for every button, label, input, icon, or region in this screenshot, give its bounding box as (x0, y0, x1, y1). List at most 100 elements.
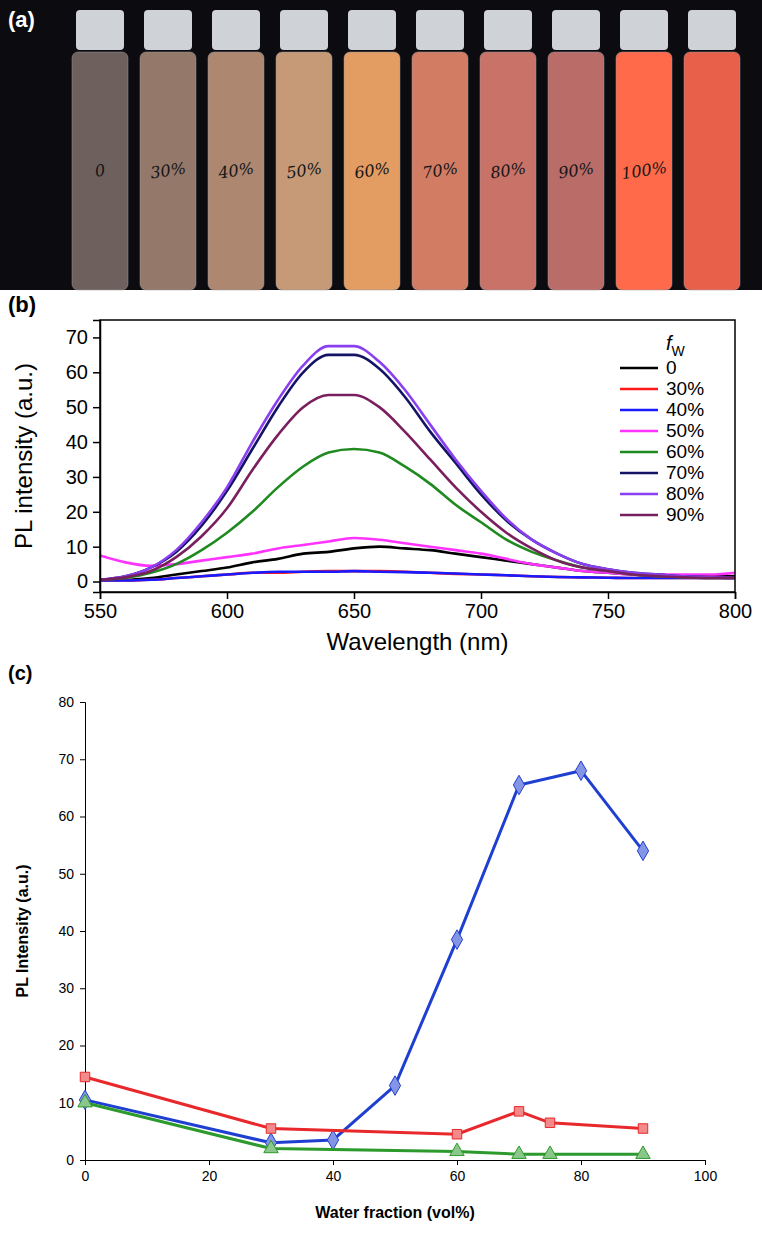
y-axis-tick-label: 80 (58, 694, 74, 710)
vial-label: 60% (353, 159, 391, 183)
data-point (264, 1140, 278, 1152)
x-axis-tick: 700 (465, 592, 498, 622)
vial (684, 10, 740, 290)
panel-label: (b) (8, 292, 36, 317)
data-point (638, 1124, 647, 1133)
y-axis-tick: 0 (66, 1152, 85, 1168)
series-line (85, 1103, 643, 1155)
x-axis-tick-mark (705, 1160, 706, 1165)
y-axis-tick-mark (93, 546, 100, 548)
y-axis-tick-mark (93, 512, 100, 514)
x-axis-tick: 0 (82, 1160, 90, 1184)
vial-body (72, 52, 128, 290)
vial-label: 40% (216, 159, 255, 183)
data-point (266, 1124, 275, 1133)
vial-body (208, 52, 264, 290)
y-axis-tick: 10 (66, 536, 100, 558)
legend-label: 90% (666, 504, 704, 525)
vial-label: 30% (149, 159, 187, 183)
vial-label: 0 (94, 160, 107, 180)
vial-cap (620, 10, 668, 50)
y-axis: 010203040506070 (66, 321, 101, 593)
x-axis-tick: 80 (574, 1160, 590, 1184)
x-axis-tick-label: 550 (84, 600, 117, 622)
y-axis-tick-label: 10 (58, 1095, 74, 1111)
vial-body (480, 52, 536, 290)
panel-c: 02040608010001020304050607080Water fract… (8, 662, 717, 1221)
y-axis-title: PL intensity (a.u.) (10, 363, 37, 549)
series-line (85, 771, 643, 1143)
x-axis-tick: 750 (592, 592, 625, 622)
x-axis-tick: 40 (326, 1160, 342, 1184)
x-axis-tick-label: 750 (592, 600, 625, 622)
vial: 60% (344, 10, 400, 290)
vial-label: 100% (620, 158, 668, 183)
vial: 50% (276, 10, 332, 290)
y-axis-tick-label: 70 (58, 751, 74, 767)
spectrum-line (100, 355, 735, 580)
data-point (78, 1094, 92, 1106)
y-axis-tick-mark (80, 702, 85, 703)
data-point (545, 1118, 554, 1127)
y-axis-tick-mark (80, 874, 85, 875)
legend-swatch (620, 514, 658, 517)
vial: 90% (548, 10, 604, 290)
y-axis-tick: 20 (58, 1037, 85, 1053)
legend-label: 30% (666, 378, 704, 399)
panel-label: (c) (8, 662, 32, 684)
data-point (636, 1146, 650, 1158)
y-axis-tick: 20 (66, 501, 100, 523)
spectrum-line (100, 346, 735, 580)
x-axis-tick-label: 700 (465, 600, 498, 622)
y-axis-tick-label: 40 (58, 923, 74, 939)
vial-label: 80% (489, 159, 527, 183)
y-axis-tick-label: 40 (66, 431, 88, 453)
x-axis-tick-label: 0 (82, 1168, 90, 1184)
data-point (575, 761, 586, 781)
y-axis-tick: 50 (66, 396, 100, 418)
legend: fW030%40%50%60%70%80%90% (620, 332, 704, 525)
vial-cap (688, 10, 736, 50)
legend-swatch (620, 493, 658, 496)
y-axis-tick-mark (93, 372, 100, 374)
y-axis-tick-label: 0 (77, 570, 88, 592)
y-axis-tick-mark (80, 1160, 85, 1161)
plot-area (78, 761, 650, 1158)
x-axis-tick: 60 (450, 1160, 466, 1184)
legend-swatch (620, 430, 658, 433)
y-axis-title: PL Intensity (a.u.) (14, 864, 31, 997)
y-axis-tick-mark (93, 581, 100, 583)
x-axis-tick-mark (333, 1160, 334, 1165)
y-axis-tick-mark (93, 442, 100, 444)
vial-cap (76, 10, 124, 50)
data-point (389, 1076, 400, 1096)
vial: 0 (72, 10, 128, 290)
x-axis-title: Wavelength (nm) (327, 628, 509, 655)
x-axis-tick-mark (457, 1160, 458, 1165)
legend-swatch (620, 472, 658, 475)
photo-panel: 030%40%50%60%70%80%90%100%(a) (0, 0, 762, 290)
vial-body (344, 52, 400, 290)
x-axis-tick-label: 650 (338, 600, 371, 622)
data-point (451, 930, 462, 950)
vial-body (616, 52, 672, 290)
data-point (512, 1146, 526, 1158)
legend-title: fW (666, 332, 686, 359)
y-axis-tick-mark (80, 931, 85, 932)
legend-label: 40% (666, 399, 704, 420)
y-axis-tick: 70 (58, 751, 85, 767)
x-axis-tick-label: 40 (326, 1168, 342, 1184)
x-axis-tick-mark (227, 592, 229, 599)
legend-label: 70% (666, 462, 704, 483)
x-axis-tick-mark (735, 592, 737, 599)
spectrum-line (100, 395, 735, 580)
legend-label: 0 (666, 357, 677, 378)
figure: 030%40%50%60%70%80%90%100%(a)55060065070… (0, 0, 762, 1245)
y-axis-tick: 40 (66, 431, 100, 453)
x-axis-tick: 550 (84, 592, 117, 622)
y-axis-tick: 30 (66, 466, 100, 488)
y-axis-tick-label: 30 (58, 980, 74, 996)
y-axis-tick-mark (80, 817, 85, 818)
y-axis-tick: 0 (77, 570, 100, 592)
x-axis-title: Water fraction (vol%) (315, 1204, 474, 1221)
